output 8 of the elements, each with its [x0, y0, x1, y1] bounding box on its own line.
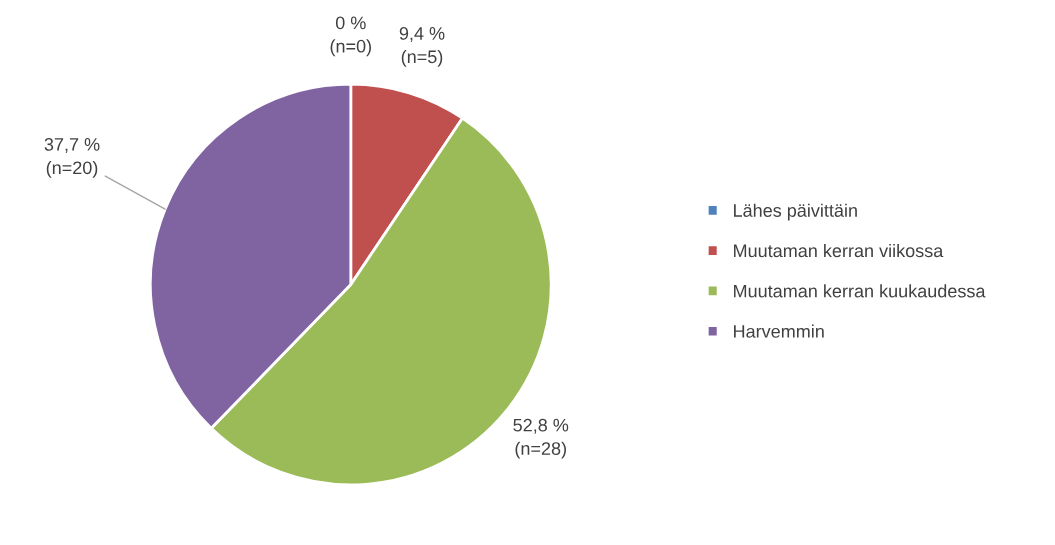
legend-label: Harvemmin: [734, 324, 824, 338]
legend-label: Muutaman kerran viikossa: [734, 243, 944, 258]
legend-label: Lähes päivittäin: [734, 203, 857, 221]
data-label: 52,8 % (n=28): [513, 418, 569, 459]
text: 0 % (n=0): [330, 16, 371, 57]
data-label: 9,4 % (n=5): [399, 27, 445, 67]
data-label: 37,7 % (n=20): [44, 138, 100, 178]
legend-label: Muutaman kerran kuukaudessa: [734, 284, 986, 298]
